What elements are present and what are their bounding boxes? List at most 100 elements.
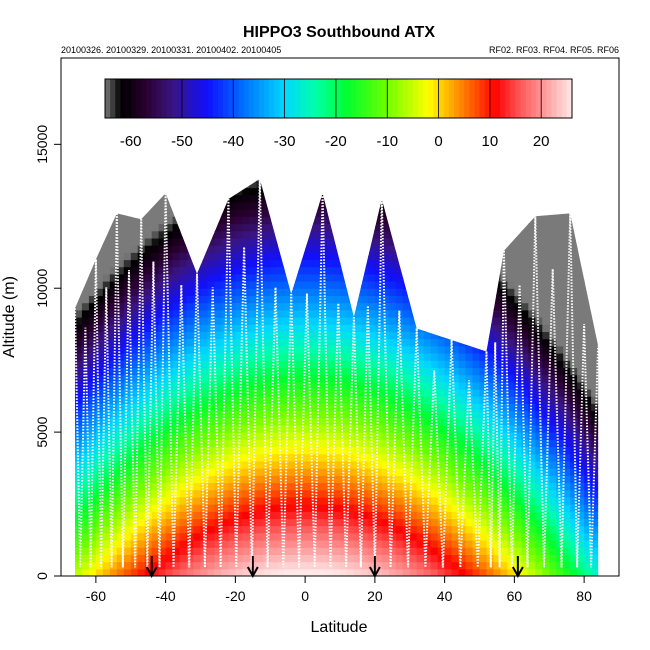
- field-cell: [109, 288, 118, 296]
- field-cell: [228, 547, 236, 555]
- field-cell: [563, 540, 571, 548]
- field-cell: [172, 496, 181, 505]
- field-cell: [81, 475, 90, 484]
- field-cell: [193, 511, 202, 520]
- field-cell: [242, 360, 250, 368]
- field-cell: [584, 396, 592, 404]
- field-cell: [458, 230, 467, 239]
- field-cell: [423, 295, 432, 304]
- field-cell: [75, 432, 76, 440]
- field-cell: [326, 345, 334, 354]
- field-cell: [388, 309, 397, 318]
- field-cell: [507, 252, 515, 261]
- field-cell: [563, 309, 571, 318]
- field-cell: [598, 425, 606, 433]
- field-cell: [270, 367, 278, 376]
- field-cell: [535, 230, 543, 239]
- field-cell: [479, 209, 488, 217]
- field-cell: [528, 360, 536, 368]
- field-cell: [353, 230, 362, 239]
- field-cell: [249, 417, 257, 426]
- field-cell: [298, 547, 306, 555]
- field-cell: [165, 547, 174, 555]
- field-cell: [95, 309, 104, 318]
- field-cell: [88, 432, 97, 440]
- field-cell: [360, 266, 369, 275]
- field-cell: [500, 396, 508, 404]
- field-cell: [144, 259, 153, 268]
- field-cell: [75, 496, 76, 505]
- field-cell: [584, 252, 592, 261]
- field-cell: [102, 216, 111, 225]
- colorbar-swatch: [561, 79, 568, 118]
- field-cell: [277, 568, 285, 576]
- field-cell: [326, 453, 334, 462]
- field-cell: [598, 483, 606, 491]
- field-cell: [584, 568, 592, 576]
- field-cell: [486, 281, 495, 289]
- field-cell: [137, 180, 146, 189]
- field-cell: [451, 374, 460, 383]
- flight-track: [415, 328, 453, 568]
- field-cell: [465, 252, 474, 261]
- field-cell: [228, 187, 236, 196]
- field-cell: [493, 540, 501, 548]
- field-cell: [563, 403, 571, 412]
- field-cell: [277, 324, 285, 332]
- field-cell: [465, 324, 474, 332]
- field-cell: [486, 381, 495, 390]
- field-cell: [319, 194, 327, 203]
- field-cell: [360, 460, 369, 469]
- field-cell: [158, 317, 167, 325]
- field-cell: [158, 460, 167, 469]
- field-cell: [256, 540, 264, 548]
- field-cell: [291, 525, 299, 534]
- field-cell: [298, 561, 306, 570]
- field-cell: [395, 446, 404, 455]
- field-cell: [360, 525, 369, 534]
- field-cell: [186, 302, 195, 311]
- field-cell: [388, 178, 397, 181]
- field-cell: [228, 468, 236, 476]
- field-cell: [137, 446, 146, 455]
- field-cell: [116, 201, 125, 210]
- field-cell: [577, 482, 585, 491]
- field-cell: [423, 309, 432, 318]
- field-cell: [416, 295, 425, 304]
- field-cell: [549, 353, 557, 361]
- field-cell: [465, 568, 474, 576]
- field-cell: [388, 381, 397, 390]
- field-cell: [563, 554, 571, 563]
- field-cell: [507, 281, 515, 289]
- field-cell: [388, 367, 397, 376]
- field-cell: [444, 475, 453, 484]
- field-cell: [479, 424, 488, 433]
- field-cell: [333, 403, 341, 412]
- field-cell: [402, 317, 411, 325]
- field-cell: [291, 374, 299, 383]
- field-cell: [584, 201, 592, 210]
- field-cell: [221, 475, 229, 484]
- field-cell: [214, 317, 223, 325]
- field-cell: [444, 259, 453, 268]
- field-cell: [451, 187, 460, 196]
- field-cell: [402, 396, 411, 404]
- field-cell: [277, 345, 285, 354]
- field-cell: [430, 252, 439, 261]
- field-cell: [591, 489, 599, 498]
- field-cell: [416, 561, 425, 570]
- field-cell: [319, 331, 327, 340]
- field-cell: [563, 417, 571, 426]
- field-cell: [563, 432, 571, 440]
- field-cell: [598, 209, 606, 217]
- field-cell: [472, 230, 481, 239]
- field-cell: [472, 496, 481, 505]
- colorbar-swatch: [520, 79, 527, 118]
- colorbar-swatch: [300, 79, 306, 118]
- field-cell: [556, 367, 564, 376]
- field-cell: [577, 252, 585, 261]
- field-cell: [340, 568, 348, 576]
- field-cell: [563, 532, 571, 541]
- field-cell: [242, 403, 250, 412]
- field-cell: [172, 396, 181, 404]
